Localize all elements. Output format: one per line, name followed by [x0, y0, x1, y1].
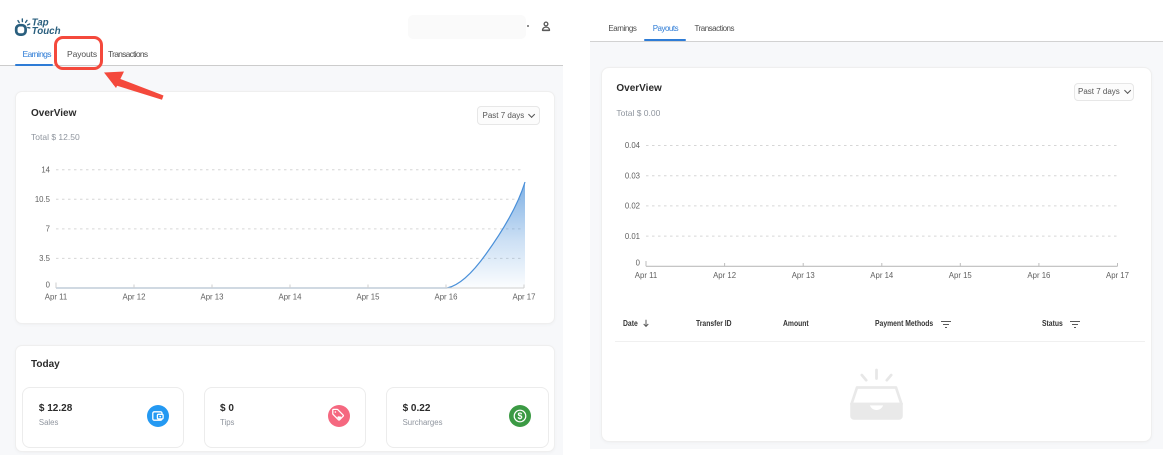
svg-text:Apr 11: Apr 11 — [635, 271, 657, 280]
svg-text:14: 14 — [41, 165, 50, 174]
svg-text:Apr 16: Apr 16 — [1027, 271, 1050, 280]
svg-text:$: $ — [517, 411, 522, 421]
svg-text:Touch: Touch — [32, 26, 61, 37]
svg-text:0.01: 0.01 — [625, 232, 640, 241]
svg-text:0.03: 0.03 — [625, 171, 640, 180]
svg-text:3.5: 3.5 — [39, 254, 51, 263]
svg-text:Apr 14: Apr 14 — [870, 271, 894, 280]
svg-text:Apr 15: Apr 15 — [357, 293, 381, 302]
svg-text:Apr 13: Apr 13 — [792, 271, 815, 280]
svg-text:Apr 11: Apr 11 — [45, 293, 67, 302]
svg-text:Tap: Tap — [32, 17, 49, 28]
svg-text:Apr 12: Apr 12 — [123, 293, 146, 302]
svg-text:Apr 14: Apr 14 — [279, 293, 303, 302]
svg-text:0: 0 — [46, 281, 51, 290]
svg-text:Apr 16: Apr 16 — [435, 293, 458, 302]
svg-text:10.5: 10.5 — [35, 195, 51, 204]
svg-text:0.02: 0.02 — [625, 202, 640, 211]
svg-text:Apr 17: Apr 17 — [513, 293, 536, 302]
svg-text:Apr 15: Apr 15 — [949, 271, 973, 280]
svg-text:0.04: 0.04 — [625, 141, 641, 150]
svg-text:Apr 12: Apr 12 — [713, 271, 736, 280]
svg-text:0: 0 — [636, 259, 641, 268]
svg-text:7: 7 — [46, 225, 50, 234]
svg-text:Apr 17: Apr 17 — [1106, 271, 1129, 280]
svg-text:Apr 13: Apr 13 — [201, 293, 224, 302]
